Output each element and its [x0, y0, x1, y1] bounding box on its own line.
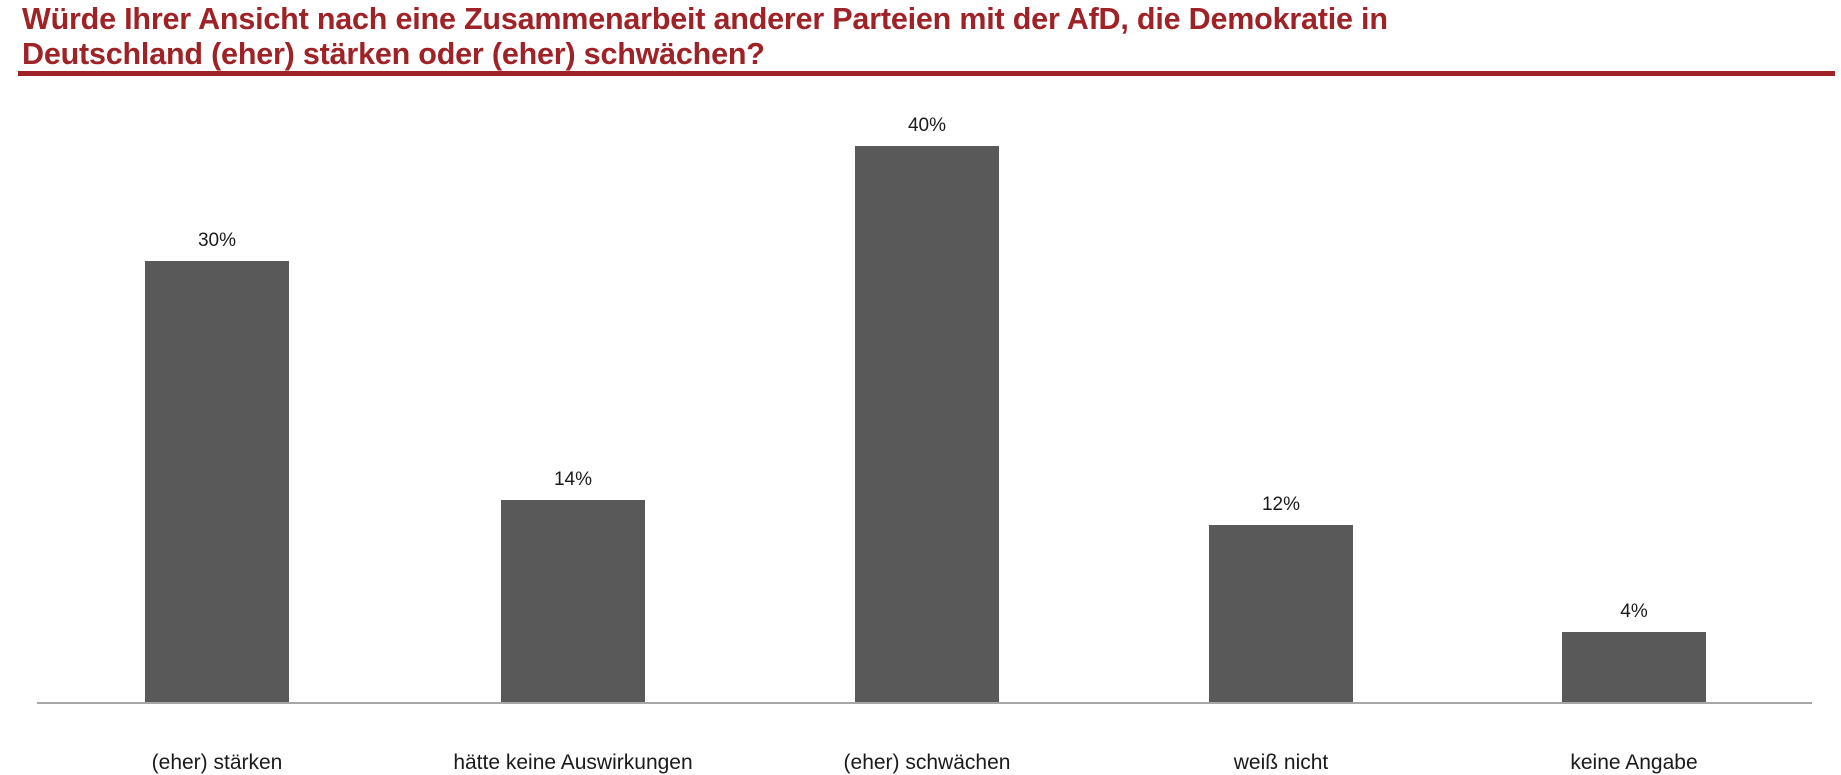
- x-axis-category-label: weiß nicht: [1101, 751, 1461, 775]
- title-block: Würde Ihrer Ansicht nach eine Zusammenar…: [0, 0, 1841, 80]
- bar-value-label: 30%: [197, 230, 237, 251]
- x-axis-line: [37, 702, 1812, 704]
- bar[interactable]: [1562, 632, 1706, 702]
- bar[interactable]: [1209, 525, 1353, 702]
- bar-value-label: 12%: [1261, 494, 1301, 515]
- title-underline-rule: [18, 71, 1835, 76]
- x-axis-category-label: keine Angabe: [1454, 751, 1814, 775]
- bar[interactable]: [145, 261, 289, 702]
- page-title: Würde Ihrer Ansicht nach eine Zusammenar…: [22, 2, 1388, 71]
- bar-group[interactable]: 12%: [1209, 494, 1353, 702]
- x-axis-category-label-text: keine Angabe: [1570, 751, 1698, 774]
- bar-group[interactable]: 14%: [501, 469, 645, 702]
- bar-value-label: 4%: [1620, 601, 1648, 622]
- x-axis-category-label-text: (eher) schwächen: [843, 751, 1011, 774]
- bar-group[interactable]: 4%: [1562, 601, 1706, 702]
- x-axis-category-label: (eher) schwächen: [747, 751, 1107, 775]
- bar-group[interactable]: 40%: [855, 115, 999, 702]
- x-axis-category-label: hätte keine Auswirkungen: [393, 751, 753, 775]
- bar-group[interactable]: 30%: [145, 230, 289, 702]
- bar-value-label: 14%: [553, 469, 593, 490]
- bar-value-label: 40%: [907, 115, 947, 136]
- bar[interactable]: [855, 146, 999, 702]
- chart-plot-area: 30% (eher) stärken 14% hätte keine Auswi…: [0, 80, 1841, 774]
- x-axis-category-label: (eher) stärken: [37, 751, 397, 775]
- x-axis-category-label-text: hätte keine Auswirkungen: [453, 751, 693, 774]
- bar[interactable]: [501, 500, 645, 702]
- x-axis-category-label-text: (eher) stärken: [151, 751, 283, 774]
- x-axis-category-label-text: weiß nicht: [1233, 751, 1329, 774]
